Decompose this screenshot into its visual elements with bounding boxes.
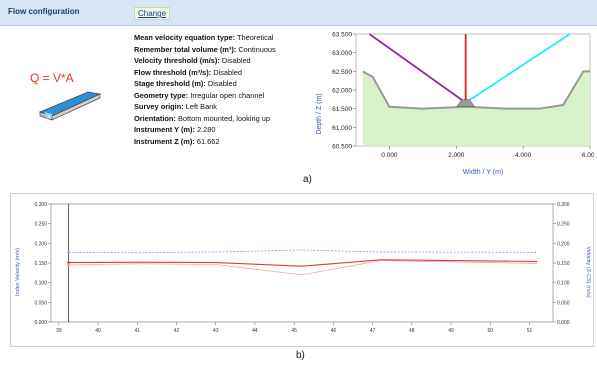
flow-formula: Q = V*A	[30, 71, 74, 85]
x-tick-label: 45	[291, 328, 297, 334]
y2-tick-label: 0.250	[557, 222, 570, 228]
y-tick-label: 0.100	[34, 281, 47, 287]
param-value: Disabled	[213, 67, 243, 77]
plot-area	[50, 203, 554, 323]
x-tick-label: 42	[174, 328, 180, 334]
section-title: Flow configuration	[8, 7, 80, 16]
param-value: 61.662	[196, 136, 220, 146]
param-value: Left Bank	[185, 102, 217, 111]
y-tick-label: 0.300	[34, 202, 47, 208]
param-row: Stage threshold (m): Disabled	[134, 78, 276, 90]
cross-section-chart: Depth / Z (m) Width / Y (m) 60.500 61.000…	[316, 32, 594, 177]
beam-left	[368, 33, 467, 104]
param-row: Instrument Y (m): 2.280	[134, 124, 276, 136]
series-line-blue	[68, 249, 538, 254]
x-tick-label: 50	[487, 328, 493, 334]
y-tick-label: 63.000	[332, 50, 352, 57]
change-link[interactable]: Change	[134, 7, 171, 20]
series-line-red	[68, 259, 538, 267]
param-value: Disabled	[221, 56, 251, 65]
y2-tick-label: 0.150	[557, 261, 570, 267]
y-axis-label: Index Velocity (m/s)	[15, 248, 21, 296]
y-tick-label: 0.250	[34, 222, 47, 228]
param-value: Theoretical	[236, 33, 274, 42]
y-axis-label: Depth / Z (m)	[316, 93, 323, 134]
y-tick-label: 0.200	[34, 241, 47, 247]
x-tick-label: 39	[56, 328, 62, 334]
series-point	[67, 263, 71, 267]
channel-fill	[362, 71, 590, 146]
y-tick-label: 0.150	[34, 261, 47, 267]
param-row: Instrument Z (m): 61.662	[134, 136, 276, 148]
param-key: Flow threshold (m³/s):	[134, 67, 212, 77]
x-tick-label: 41	[135, 328, 141, 334]
param-value: Continuous	[238, 44, 276, 54]
param-value: Irregular open channel	[190, 90, 265, 100]
y2-tick-label: 0.100	[557, 281, 570, 287]
param-key: Instrument Y (m):	[134, 125, 195, 134]
series-point	[67, 250, 71, 254]
y2-axis-label: Velocity (X-CS) (m/s)	[585, 246, 591, 298]
figure-label-b: b)	[296, 350, 305, 361]
y2-tick-label: 0.300	[557, 202, 570, 208]
y-tick-label: 63.500	[332, 32, 352, 39]
y2-tick-label: 0.200	[557, 241, 570, 247]
param-row: Mean velocity equation type: Theoretical	[134, 32, 276, 44]
param-row: Remember total volume (m³): Continuous	[134, 44, 276, 56]
y-tick-label: 0.050	[34, 300, 47, 306]
series-line-pink	[68, 260, 538, 276]
x-tick-label: 48	[409, 328, 415, 334]
param-value: Disabled	[207, 79, 237, 88]
y2-tick-label: 0.000	[557, 320, 570, 326]
figure-label-a: a)	[303, 174, 312, 185]
param-key: Velocity threshold (m/s):	[134, 56, 220, 65]
velocity-time-series-chart: Index Velocity (m/s) Velocity (X-CS) (m/…	[15, 202, 591, 334]
channel-trough-icon	[38, 91, 102, 117]
x-tick-label: 4.000	[515, 152, 532, 159]
param-row: Geometry type: Irregular open channel	[134, 90, 276, 102]
y2-tick-label: 0.050	[557, 300, 570, 306]
channel-illustration: A	[38, 91, 102, 121]
param-row: Orientation: Bottom mounted, looking up	[134, 113, 276, 125]
x-tick-label: 51	[527, 328, 533, 334]
x-tick-label: 6.000	[582, 152, 594, 159]
y-tick-label: 60.500	[332, 144, 352, 151]
param-row: Velocity threshold (m/s): Disabled	[134, 55, 276, 67]
param-value: 2.280	[196, 125, 216, 134]
x-tick-label: 44	[252, 328, 258, 334]
param-row: Flow threshold (m³/s): Disabled	[134, 67, 276, 79]
y-tick-label: 61.000	[332, 125, 352, 132]
x-axis-label: Width / Y (m)	[463, 169, 504, 176]
x-tick-label: 40	[95, 328, 101, 334]
x-tick-label: 0.000	[381, 152, 398, 159]
param-key: Mean velocity equation type:	[134, 33, 236, 42]
y-tick-label: 0.000	[34, 320, 47, 326]
channel-profile-line	[362, 70, 590, 110]
param-key: Orientation:	[134, 113, 176, 123]
param-key: Instrument Z (m):	[134, 136, 195, 146]
param-key: Geometry type:	[134, 90, 189, 100]
flow-configuration-header: Flow configuration Change	[0, 0, 597, 26]
flow-parameters-list: Mean velocity equation type: Theoretical…	[134, 32, 276, 147]
param-key: Remember total volume (m³):	[134, 44, 237, 54]
y-tick-label: 61.500	[332, 106, 352, 113]
svg-text:A: A	[47, 115, 51, 121]
x-tick-label: 2.000	[448, 152, 465, 159]
param-key: Stage threshold (m):	[134, 79, 206, 88]
beam-right	[465, 33, 571, 104]
x-tick-label: 49	[448, 328, 454, 334]
series-point	[67, 261, 71, 265]
x-tick-label: 47	[370, 328, 376, 334]
param-key: Survey origin:	[134, 102, 184, 111]
y-tick-label: 62.000	[332, 88, 352, 95]
param-row: Survey origin: Left Bank	[134, 101, 276, 113]
velocity-panel: Index Velocity (m/s) Velocity (X-CS) (m/…	[10, 193, 594, 347]
y-tick-label: 62.500	[332, 69, 352, 76]
param-value: Bottom mounted, looking up	[177, 113, 270, 123]
x-tick-label: 46	[331, 328, 337, 334]
instrument-marker	[456, 99, 476, 107]
x-tick-label: 43	[213, 328, 219, 334]
